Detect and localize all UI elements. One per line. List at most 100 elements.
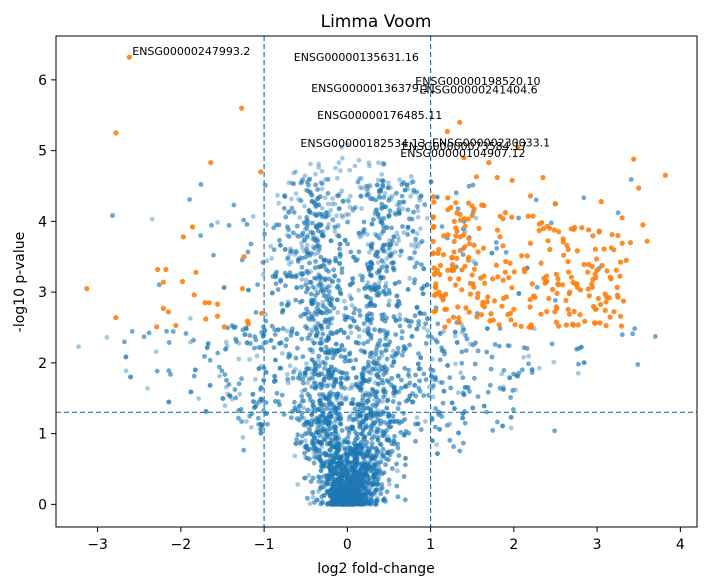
- scatter-point: [635, 362, 641, 367]
- scatter-point: [332, 444, 338, 450]
- scatter-point: [364, 400, 369, 406]
- scatter-point: [339, 440, 344, 446]
- scatter-point: [403, 462, 408, 468]
- scatter-point: [376, 374, 381, 380]
- scatter-point: [302, 475, 307, 481]
- scatter-point: [381, 453, 386, 459]
- scatter-point: [340, 500, 346, 506]
- scatter-point: [377, 329, 382, 335]
- scatter-point: [307, 347, 313, 352]
- scatter-point: [357, 492, 362, 497]
- scatter-point: [360, 417, 366, 423]
- scatter-point: [475, 394, 481, 399]
- scatter-point: [373, 404, 379, 409]
- scatter-point: [340, 492, 346, 498]
- scatter-point: [392, 281, 398, 286]
- scatter-point: [336, 495, 341, 501]
- scatter-point: [310, 220, 315, 226]
- scatter-point: [324, 310, 329, 315]
- scatter-point: [339, 479, 344, 485]
- scatter-point: [320, 331, 326, 337]
- scatter-point: [341, 493, 346, 499]
- scatter-point: [352, 429, 358, 435]
- scatter-point: [338, 415, 344, 421]
- scatter-point: [299, 272, 305, 277]
- scatter-point: [375, 437, 381, 443]
- scatter-point: [341, 462, 347, 468]
- scatter-point: [351, 493, 357, 498]
- scatter-point: [348, 500, 353, 506]
- scatter-point: [372, 455, 377, 461]
- scatter-point: [356, 442, 362, 448]
- scatter-point: [334, 461, 340, 467]
- scatter-point: [462, 420, 468, 426]
- scatter-point: [437, 379, 443, 385]
- scatter-point: [319, 326, 325, 332]
- scatter-point: [444, 423, 450, 428]
- scatter-point: [326, 289, 332, 294]
- scatter-point: [391, 348, 396, 354]
- scatter-point: [386, 342, 391, 348]
- scatter-point: [314, 454, 320, 460]
- scatter-point: [348, 499, 354, 505]
- scatter-point: [339, 270, 345, 275]
- scatter-point: [360, 419, 366, 425]
- scatter-point: [349, 500, 354, 505]
- scatter-point: [291, 369, 296, 375]
- scatter-point: [371, 492, 377, 498]
- scatter-point: [334, 397, 340, 403]
- scatter-point: [347, 462, 353, 468]
- scatter-point: [341, 312, 347, 318]
- scatter-point: [348, 296, 354, 302]
- scatter-point: [352, 501, 358, 507]
- scatter-point: [272, 398, 278, 404]
- scatter-point: [552, 428, 557, 434]
- scatter-point: [347, 293, 353, 299]
- scatter-point: [254, 402, 259, 408]
- scatter-point: [327, 309, 333, 314]
- scatter-point: [462, 420, 468, 426]
- scatter-point: [304, 443, 309, 449]
- scatter-point: [368, 406, 374, 412]
- scatter-point: [358, 468, 364, 474]
- scatter-point: [402, 365, 408, 371]
- scatter-point: [337, 488, 342, 494]
- scatter-point: [369, 287, 374, 293]
- scatter-point: [244, 326, 249, 332]
- scatter-point: [355, 501, 360, 507]
- scatter-point: [259, 423, 265, 428]
- scatter-point: [297, 403, 302, 409]
- scatter-point: [389, 466, 395, 471]
- scatter-point: [357, 501, 363, 507]
- scatter-point: [300, 398, 305, 404]
- scatter-point: [346, 484, 352, 490]
- scatter-point: [316, 272, 322, 278]
- scatter-point: [328, 302, 334, 307]
- scatter-point: [336, 497, 341, 503]
- scatter-point: [299, 433, 305, 439]
- scatter-point: [358, 468, 364, 474]
- scatter-point: [435, 451, 440, 456]
- scatter-point: [366, 285, 372, 291]
- scatter-point: [399, 193, 405, 199]
- scatter-point: [335, 446, 341, 452]
- scatter-point: [346, 499, 351, 505]
- scatter-point: [307, 260, 312, 266]
- scatter-point: [334, 441, 340, 446]
- scatter-point: [300, 398, 305, 404]
- scatter-point: [312, 245, 317, 251]
- scatter-point: [329, 296, 335, 301]
- scatter-point: [345, 448, 350, 454]
- scatter-point: [332, 273, 338, 279]
- scatter-point: [318, 336, 324, 342]
- scatter-point: [332, 482, 338, 488]
- scatter-point: [347, 448, 353, 454]
- scatter-point: [344, 484, 350, 490]
- scatter-point: [284, 232, 290, 238]
- scatter-point: [110, 213, 115, 218]
- scatter-point: [232, 387, 238, 392]
- scatter-point: [406, 374, 412, 379]
- scatter-point: [380, 399, 385, 404]
- scatter-point: [358, 444, 364, 450]
- scatter-point: [384, 405, 390, 411]
